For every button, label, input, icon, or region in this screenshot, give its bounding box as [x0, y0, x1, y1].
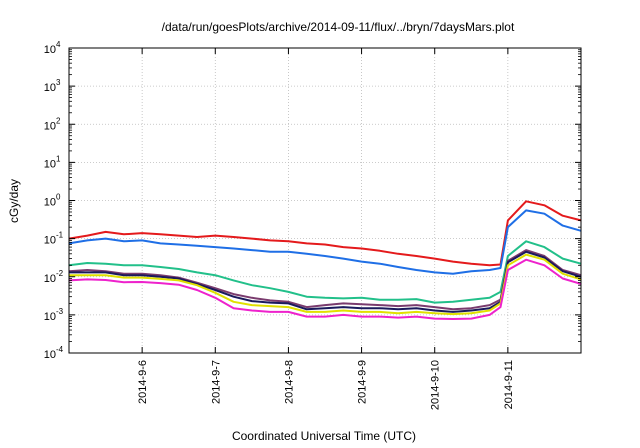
y-tick-exponent: -2 [56, 269, 64, 278]
y-tick-exponent: 0 [56, 193, 61, 202]
y-tick-exponent: 4 [56, 40, 61, 49]
y-tick-label: 10 [44, 158, 56, 170]
series-line-7 [68, 258, 582, 320]
x-axis-label: Coordinated Universal Time (UTC) [232, 429, 416, 443]
y-tick-exponent: 1 [56, 154, 61, 163]
series-layer [68, 200, 582, 320]
chart-title: /data/run/goesPlots/archive/2014-09-11/f… [162, 20, 515, 34]
series-line-3 [68, 240, 582, 304]
y-tick-label: 10 [44, 120, 56, 132]
y-tick-label: 10 [44, 349, 56, 361]
x-tick-label: 2014-9-9 [357, 360, 369, 404]
y-tick-label: 10 [44, 273, 56, 285]
x-tick-label: 2014-9-11 [503, 360, 515, 409]
y-tick-label: 10 [44, 82, 56, 94]
y-tick-exponent: 3 [56, 78, 61, 87]
y-tick-label: 10 [44, 235, 56, 247]
y-axis-label: cGy/day [7, 179, 21, 223]
x-tick-label: 2014-9-6 [137, 360, 149, 404]
y-tick-label: 10 [44, 197, 56, 209]
x-tick-label: 2014-9-10 [430, 360, 442, 410]
y-tick-label: 10 [44, 311, 56, 323]
y-tick-exponent: -4 [56, 345, 64, 354]
y-tick-exponent: 2 [56, 116, 61, 125]
x-tick-label: 2014-9-7 [210, 360, 222, 404]
ticks [69, 47, 581, 354]
grid [69, 48, 581, 353]
series-line-2 [68, 209, 582, 275]
y-tick-exponent: -3 [56, 307, 64, 316]
y-tick-label: 10 [44, 44, 56, 56]
x-tick-labels: 2014-9-6 2014-9-7 2014-9-8 2014-9-9 2014-9-1… [137, 360, 515, 410]
x-tick-label: 2014-9-8 [283, 360, 295, 404]
y-tick-exponent: -1 [56, 231, 64, 240]
